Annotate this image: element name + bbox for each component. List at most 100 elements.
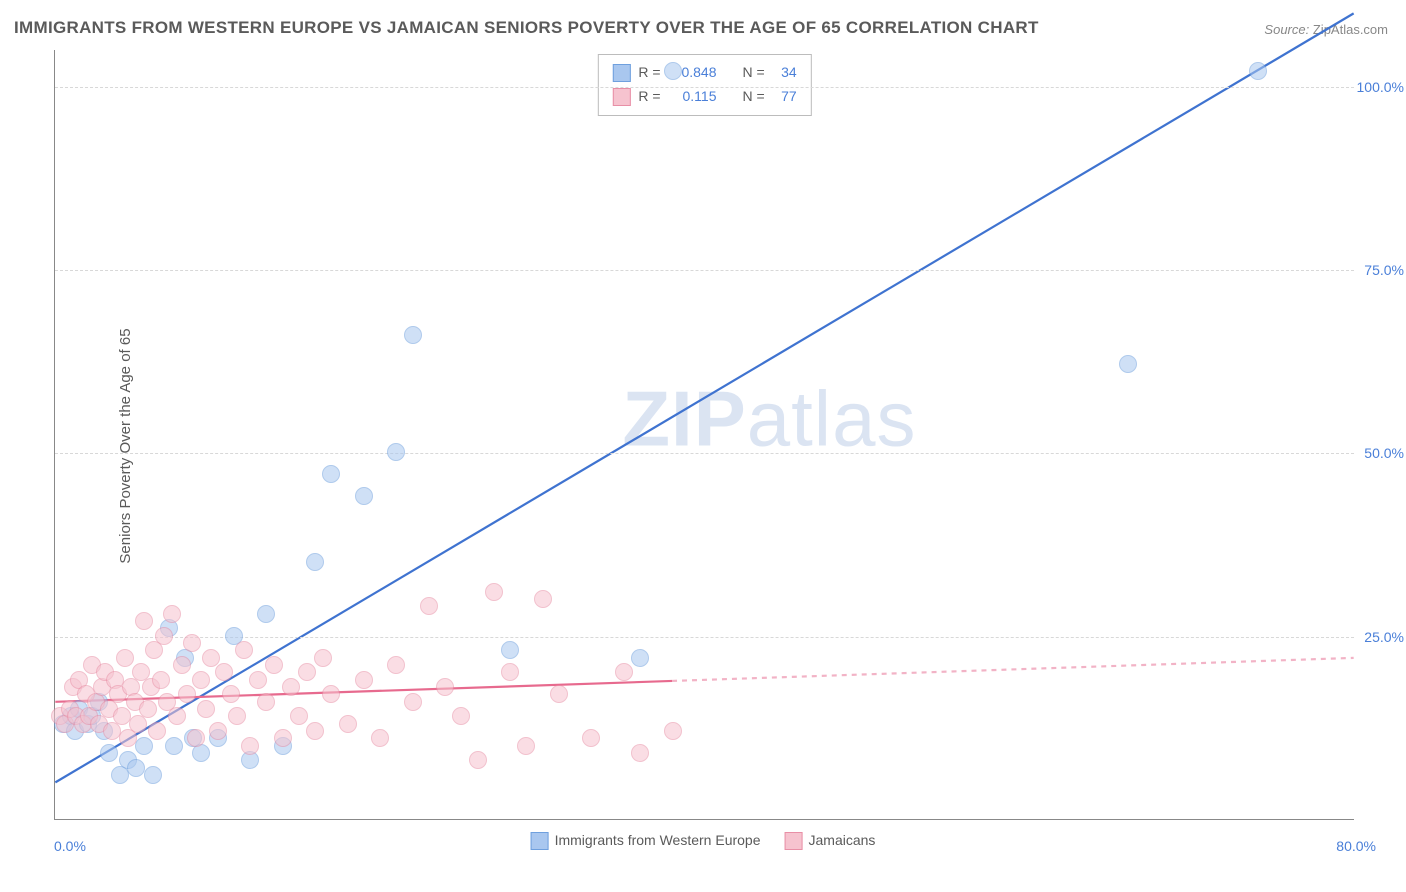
scatter-point: [155, 627, 173, 645]
scatter-point: [314, 649, 332, 667]
scatter-point: [631, 649, 649, 667]
scatter-point: [241, 737, 259, 755]
scatter-point: [1119, 355, 1137, 373]
stats-n-label: N =: [743, 85, 765, 109]
scatter-point: [550, 685, 568, 703]
stats-n-value: 77: [773, 85, 797, 109]
scatter-point: [282, 678, 300, 696]
scatter-point: [371, 729, 389, 747]
stats-r-label: R =: [638, 61, 660, 85]
scatter-point: [436, 678, 454, 696]
scatter-point: [452, 707, 470, 725]
scatter-point: [178, 685, 196, 703]
chart-title: IMMIGRANTS FROM WESTERN EUROPE VS JAMAIC…: [14, 18, 1039, 38]
scatter-point: [168, 707, 186, 725]
scatter-point: [615, 663, 633, 681]
scatter-point: [152, 671, 170, 689]
scatter-point: [387, 656, 405, 674]
scatter-point: [116, 649, 134, 667]
scatter-point: [139, 700, 157, 718]
legend-label: Jamaicans: [809, 832, 876, 848]
scatter-point: [222, 685, 240, 703]
scatter-point: [215, 663, 233, 681]
legend-swatch: [531, 832, 549, 850]
legend-swatch: [785, 832, 803, 850]
source-value: ZipAtlas.com: [1313, 22, 1388, 37]
legend-label: Immigrants from Western Europe: [555, 832, 761, 848]
legend-swatch: [612, 64, 630, 82]
scatter-point: [306, 553, 324, 571]
scatter-point: [322, 465, 340, 483]
scatter-point: [192, 671, 210, 689]
scatter-point: [202, 649, 220, 667]
scatter-point: [355, 487, 373, 505]
scatter-point: [387, 443, 405, 461]
scatter-point: [173, 656, 191, 674]
legend-swatch: [612, 88, 630, 106]
scatter-point: [235, 641, 253, 659]
scatter-point: [187, 729, 205, 747]
scatter-point: [298, 663, 316, 681]
scatter-point: [135, 737, 153, 755]
scatter-point: [183, 634, 201, 652]
scatter-point: [249, 671, 267, 689]
scatter-point: [135, 612, 153, 630]
scatter-point: [404, 326, 422, 344]
scatter-point: [339, 715, 357, 733]
scatter-point: [404, 693, 422, 711]
y-tick-label: 50.0%: [1344, 445, 1404, 461]
scatter-point: [257, 693, 275, 711]
y-tick-label: 75.0%: [1344, 262, 1404, 278]
scatter-point: [163, 605, 181, 623]
legend-item: Jamaicans: [785, 832, 876, 850]
stats-row: R = 0.115 N = 77: [612, 85, 796, 109]
legend-item: Immigrants from Western Europe: [531, 832, 761, 850]
gridline: [55, 637, 1354, 638]
y-tick-label: 100.0%: [1344, 79, 1404, 95]
plot-area: ZIPatlas R =0.848N =34R =0.115N =77 25.0…: [54, 50, 1354, 820]
gridline: [55, 87, 1354, 88]
scatter-point: [501, 641, 519, 659]
source-label: Source:: [1264, 22, 1309, 37]
scatter-point: [100, 744, 118, 762]
scatter-point: [228, 707, 246, 725]
scatter-point: [582, 729, 600, 747]
scatter-point: [631, 744, 649, 762]
scatter-point: [274, 729, 292, 747]
scatter-point: [664, 62, 682, 80]
scatter-point: [534, 590, 552, 608]
scatter-point: [501, 663, 519, 681]
scatter-point: [148, 722, 166, 740]
scatter-point: [306, 722, 324, 740]
scatter-point: [420, 597, 438, 615]
scatter-point: [265, 656, 283, 674]
scatter-point: [469, 751, 487, 769]
scatter-point: [664, 722, 682, 740]
stats-row: R =0.848N =34: [612, 61, 796, 85]
x-axis-min-label: 0.0%: [54, 838, 86, 854]
stats-r-label: R =: [638, 85, 660, 109]
scatter-point: [322, 685, 340, 703]
scatter-point: [1249, 62, 1267, 80]
trend-lines: [55, 50, 1354, 819]
y-tick-label: 25.0%: [1344, 629, 1404, 645]
scatter-point: [257, 605, 275, 623]
scatter-point: [209, 722, 227, 740]
stats-n-label: N =: [743, 61, 765, 85]
scatter-point: [144, 766, 162, 784]
watermark: ZIPatlas: [622, 374, 916, 465]
scatter-point: [485, 583, 503, 601]
stats-legend-box: R =0.848N =34R =0.115N =77: [597, 54, 811, 116]
scatter-point: [165, 737, 183, 755]
scatter-point: [290, 707, 308, 725]
stats-n-value: 34: [773, 61, 797, 85]
scatter-point: [355, 671, 373, 689]
stats-r-value: 0.115: [669, 85, 717, 109]
gridline: [55, 453, 1354, 454]
scatter-point: [197, 700, 215, 718]
bottom-legend: Immigrants from Western Europe Jamaicans: [531, 832, 876, 850]
source-attribution: Source: ZipAtlas.com: [1264, 22, 1388, 37]
gridline: [55, 270, 1354, 271]
scatter-point: [517, 737, 535, 755]
x-axis-max-label: 80.0%: [1336, 838, 1376, 854]
